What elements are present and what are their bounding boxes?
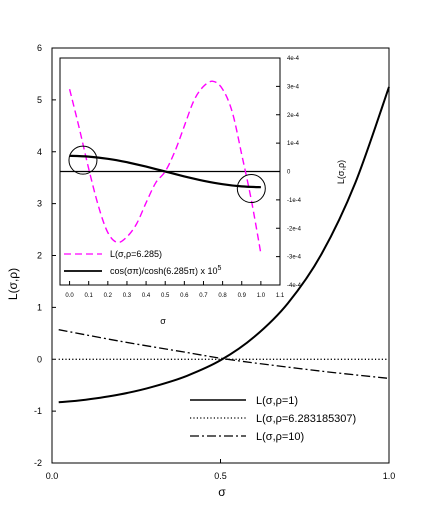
main-series-group [58,86,390,404]
main-legend: L(σ,ρ=1) L(σ,ρ=6.283185307) L(σ,ρ=10) [190,395,356,443]
series-rho-1-line [58,86,390,404]
inset-series-group [60,80,280,254]
inset-legend: L(σ,ρ=6.285) cos(σπ)/cosh(6.285π) x 105 [64,249,222,276]
series-cos-cosh-line [69,154,261,189]
main-y-tick-label: 1 [37,302,42,312]
inset-x-tick-label: 0.0 [65,293,74,299]
main-y-tick-label: -2 [34,458,42,468]
main-y-tick-label: 3 [37,199,42,209]
inset-y-tick-label: 0 [287,170,291,176]
main-x-tick-label: 0.0 [46,471,59,481]
main-y-tick-label: 6 [37,43,42,53]
main-y-tick-label: 0 [37,354,42,364]
inset-x-axis-label: σ [160,316,166,326]
inset-x-tick-label: 0.2 [104,293,113,299]
series-rho-10-line [58,329,390,380]
inset-x-tick-label: 0.7 [199,293,208,299]
inset-y-tick-label: 2e-4 [287,113,300,119]
inset-y-tick-label: 1e-4 [287,141,300,147]
highlight-circle [68,145,98,175]
inset-x-tick-label: 0.9 [238,293,247,299]
inset-legend-superscript: 5 [218,265,222,272]
inset-y-tick-label: -2e-4 [287,226,302,232]
inset-legend-label-2: cos(σπ)/cosh(6.285π) x 105 [110,265,222,276]
main-y-axis-label: L(σ,ρ) [6,268,20,300]
highlight-circle [236,174,266,204]
main-y-tick-label: 2 [37,251,42,261]
main-x-tick-label: 0.5 [214,471,227,481]
inset-y-tick-label: 4e-4 [287,56,300,62]
inset-y-tick-label: -3e-4 [287,255,302,261]
legend-rho-1-label: L(σ,ρ=1) [256,395,298,407]
inset-x-tick-label: 0.4 [142,293,151,299]
inset-x-tick-label: 0.5 [161,293,170,299]
main-x-axis-label: σ [218,485,226,499]
inset-x-tick-label: 0.8 [218,293,227,299]
inset-y-axis-label: L(σ,ρ) [336,160,346,184]
inset-highlight-circles [68,145,266,204]
main-y-axis: -2 -1 0 1 2 3 4 5 6 [34,43,56,468]
main-x-axis: 0.0 0.5 1.0 [46,459,396,481]
inset-y-tick-label: 3e-4 [287,84,300,90]
inset-x-tick-label: 0.1 [85,293,94,299]
main-y-tick-label: 4 [37,147,42,157]
main-x-tick-label: 1.0 [383,471,396,481]
inset-x-tick-label: 1.1 [276,293,285,299]
inset-plot: 4e-4 3e-4 2e-4 1e-4 0 -1e-4 -2e-4 -3e-4 -4e-4 0.… [59,56,346,326]
main-y-tick-label: -1 [34,406,42,416]
legend-rho-2pi-label: L(σ,ρ=6.283185307) [256,413,356,425]
legend-rho-10-label: L(σ,ρ=10) [256,431,304,443]
inset-x-tick-label: 0.3 [123,293,132,299]
inset-x-axis: 0.0 0.1 0.2 0.3 0.4 0.5 0.6 0.7 0.8 0.9 1.0 1.1 [65,281,285,299]
inset-legend-label-1: L(σ,ρ=6.285) [110,249,162,259]
inset-y-tick-label: -1e-4 [287,198,302,204]
inset-x-tick-label: 1.0 [257,293,266,299]
inset-x-tick-label: 0.6 [180,293,189,299]
main-y-tick-label: 5 [37,95,42,105]
inset-y-tick-label: -4e-4 [287,283,302,289]
